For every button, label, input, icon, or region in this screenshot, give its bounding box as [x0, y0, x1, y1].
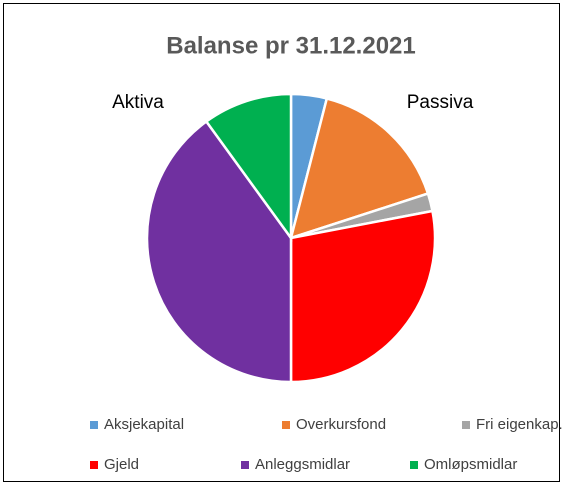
- annotation: Aktiva: [112, 92, 164, 113]
- legend-marker: [241, 461, 249, 469]
- pie-slice: [145, 119, 293, 384]
- legend-label: Omløpsmidlar: [424, 456, 517, 473]
- legend-marker: [410, 461, 418, 469]
- legend-marker: [282, 421, 290, 429]
- legend-label: Overkursfond: [296, 416, 386, 433]
- pie-slice: [204, 92, 293, 242]
- chart-title: Balanse pr 31.12.2021: [166, 32, 416, 59]
- legend-marker: [90, 421, 98, 429]
- pie-slice: [289, 97, 430, 240]
- legend-label: Aksjekapital: [104, 416, 184, 433]
- legend-label: Gjeld: [104, 456, 139, 473]
- annotation: Passiva: [407, 92, 474, 113]
- legend-label: Anleggsmidlar: [255, 456, 350, 473]
- legend-marker: [90, 461, 98, 469]
- pie-slice: [289, 209, 437, 384]
- legend-label: Fri eigenkap.: [476, 416, 563, 433]
- legend-marker: [462, 421, 470, 429]
